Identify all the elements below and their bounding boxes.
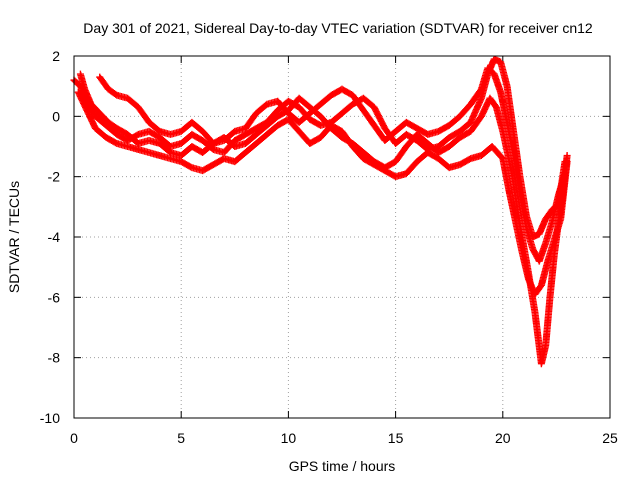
data-point <box>561 170 569 178</box>
x-tick-label: 20 <box>495 430 511 446</box>
series-track-4 <box>96 64 569 265</box>
x-tick-label: 5 <box>177 430 185 446</box>
data-points <box>70 55 571 368</box>
x-tick-label: 15 <box>388 430 404 446</box>
y-axis-label: SDTVAR / TECUs <box>6 181 22 293</box>
y-tick-label: -4 <box>48 229 61 245</box>
y-tick-label: 2 <box>52 48 60 64</box>
x-tick-label: 10 <box>281 430 297 446</box>
x-axis-label: GPS time / hours <box>289 458 396 474</box>
series-track-3 <box>76 70 571 368</box>
y-tick-label: 0 <box>52 108 60 124</box>
y-tick-label: -6 <box>48 289 61 305</box>
x-tick-label: 25 <box>602 430 618 446</box>
plot-frame <box>73 55 611 419</box>
y-tick-label: -2 <box>48 169 61 185</box>
y-tick-label: -8 <box>48 350 61 366</box>
x-tick-label: 0 <box>70 430 78 446</box>
data-point <box>563 152 571 160</box>
y-tick-label: -10 <box>40 410 60 426</box>
chart-title: Day 301 of 2021, Sidereal Day-to-day VTE… <box>83 20 593 36</box>
